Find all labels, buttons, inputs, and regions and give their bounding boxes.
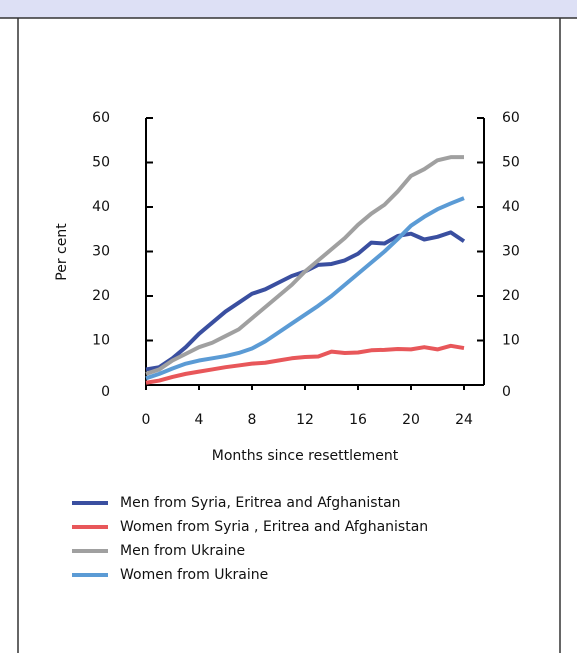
y2-tick-label: 0 — [502, 384, 511, 400]
y2-tick-label: 50 — [502, 155, 520, 171]
x-tick-label: 20 — [402, 412, 420, 428]
y-tick-label: 0 — [101, 384, 110, 400]
legend-label: Women from Ukraine — [120, 567, 268, 583]
y2-tick-label: 20 — [502, 288, 520, 304]
y-tick-label: 60 — [92, 110, 110, 126]
y2-tick-label: 40 — [502, 199, 520, 215]
series-line — [145, 343, 465, 385]
y-tick-label: 10 — [92, 333, 110, 349]
y2-tick-label: 10 — [502, 333, 520, 349]
top-band — [0, 0, 577, 18]
x-tick-label: 16 — [349, 412, 367, 428]
x-axis-label: Months since resettlement — [212, 448, 399, 464]
legend-label: Men from Syria, Eritrea and Afghanistan — [120, 495, 401, 511]
x-tick-label: 4 — [195, 412, 204, 428]
x-tick-label: 0 — [142, 412, 151, 428]
x-tick-label: 12 — [296, 412, 314, 428]
y-tick-label: 20 — [92, 288, 110, 304]
y2-tick-label: 60 — [502, 110, 520, 126]
legend-label: Women from Syria , Eritrea and Afghanist… — [120, 519, 428, 535]
series-line — [145, 155, 464, 376]
x-tick-label: 24 — [455, 412, 473, 428]
series-line — [145, 196, 465, 381]
y2-tick-label: 30 — [502, 244, 520, 260]
y-tick-label: 40 — [92, 199, 110, 215]
legend-label: Men from Ukraine — [120, 543, 245, 559]
y-tick-label: 30 — [92, 244, 110, 260]
y-axis-label: Per cent — [54, 223, 70, 281]
y-tick-label: 50 — [92, 155, 110, 171]
x-tick-label: 8 — [248, 412, 257, 428]
